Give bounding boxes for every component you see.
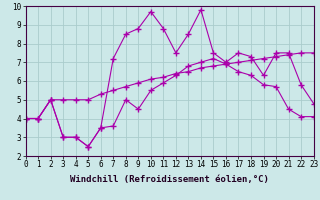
X-axis label: Windchill (Refroidissement éolien,°C): Windchill (Refroidissement éolien,°C) [70, 175, 269, 184]
